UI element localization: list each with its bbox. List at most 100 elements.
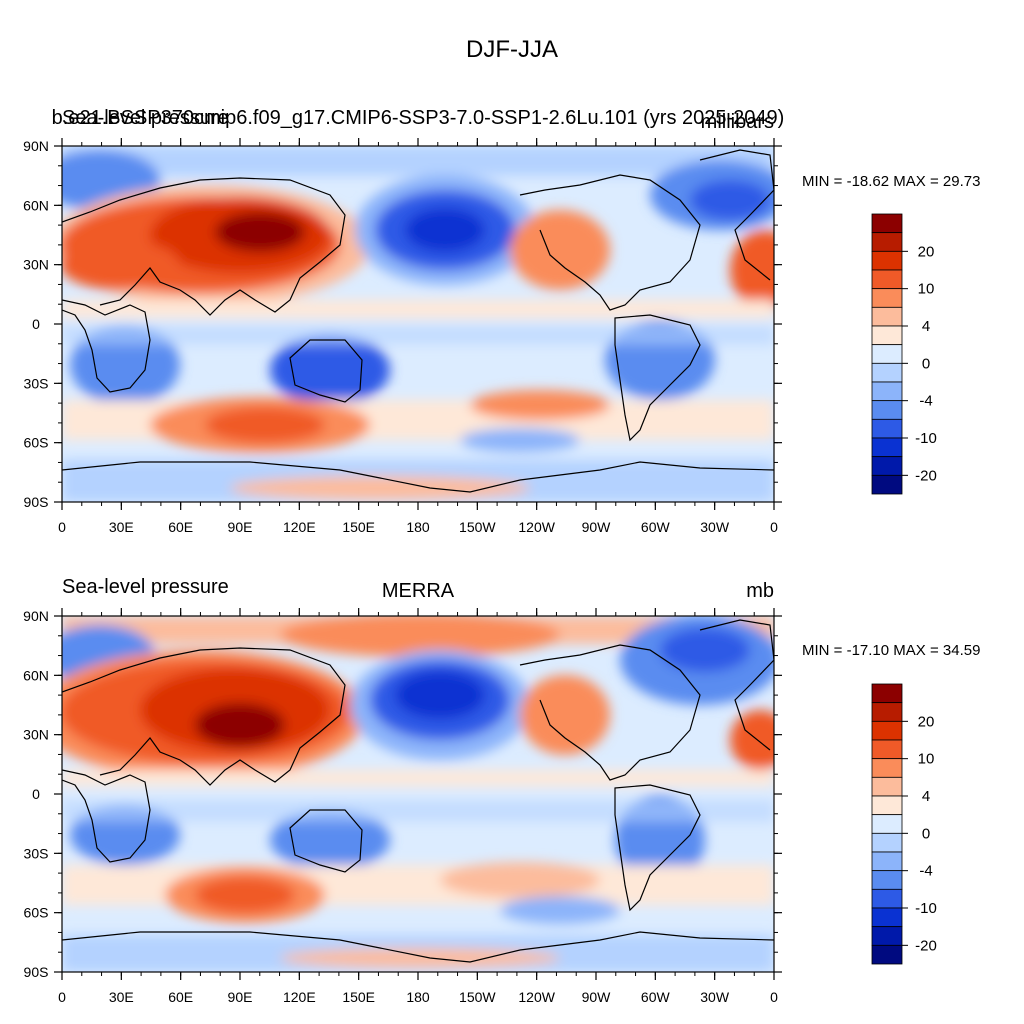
colorbar-swatch bbox=[871, 926, 903, 946]
lon-tick-label: 150E bbox=[342, 519, 375, 535]
panel-2-stats: MIN = -17.10 MAX = 34.59 bbox=[802, 642, 980, 659]
lat-tick-label: 90S bbox=[24, 964, 49, 980]
lon-tick-label: 180 bbox=[406, 989, 430, 1005]
colorbar-label: -20 bbox=[915, 937, 937, 954]
lon-tick-label: 0 bbox=[770, 989, 778, 1005]
panel-2-map bbox=[62, 616, 774, 972]
lon-tick-label: 120W bbox=[518, 519, 555, 535]
lon-tick-label: 0 bbox=[58, 519, 66, 535]
panel-1-right-title: millibars bbox=[701, 111, 774, 133]
lat-tick-label: 30S bbox=[24, 375, 49, 391]
panel-2-lon-ticks: 0 30E 60E 90E 120E 150E 180 150W 120W 90W 60W 30W 0 bbox=[58, 608, 778, 1005]
lon-tick-label: 30E bbox=[109, 519, 134, 535]
colorbar-label: 20 bbox=[918, 713, 935, 730]
colorbar-swatch bbox=[871, 758, 903, 778]
panel-1-lon-ticks: 0 30E 60E 90E 120E 150E 180 150W 120W 90W 60W 30W 0 bbox=[58, 138, 778, 535]
colorbar-swatch bbox=[871, 400, 903, 420]
lat-tick-label: 30S bbox=[24, 845, 49, 861]
colorbar-swatch bbox=[871, 269, 903, 290]
lon-tick-label: 90W bbox=[582, 989, 612, 1005]
panel-1-lat-ticks: 90N 60N 30N 0 30S 60S 90S bbox=[23, 138, 782, 510]
panel-2-left-title: Sea-level pressure bbox=[62, 576, 229, 598]
lon-tick-label: 150E bbox=[342, 989, 375, 1005]
colorbar-label: 0 bbox=[922, 355, 930, 372]
panel-2-coastlines bbox=[62, 619, 774, 963]
colorbar-swatch bbox=[871, 702, 903, 722]
colorbar-swatch bbox=[871, 907, 903, 928]
colorbar-swatch bbox=[871, 870, 903, 890]
panel-2: Sea-level pressure MERRA mb bbox=[23, 576, 980, 1005]
colorbar-swatch bbox=[871, 739, 903, 760]
lon-tick-label: 150W bbox=[459, 989, 496, 1005]
colorbar-swatch bbox=[871, 437, 903, 458]
lat-tick-label: 0 bbox=[32, 316, 40, 332]
lat-tick-label: 60S bbox=[24, 905, 49, 921]
lon-tick-label: 180 bbox=[406, 519, 430, 535]
lon-tick-label: 0 bbox=[770, 519, 778, 535]
lat-tick-label: 60N bbox=[23, 667, 49, 683]
lat-tick-label: 90N bbox=[23, 608, 49, 624]
panel-1: Sea-level pressure b.e21.BSSP370cmip6.f0… bbox=[23, 107, 980, 535]
colorbar-label: -20 bbox=[915, 467, 937, 484]
panel-1-colorbar: 20 10 4 0 -4 -10 -20 bbox=[871, 213, 937, 495]
colorbar-label: 0 bbox=[922, 825, 930, 842]
lat-tick-label: 30N bbox=[23, 257, 49, 273]
panel-1-map bbox=[62, 146, 774, 502]
lon-tick-label: 60W bbox=[641, 519, 671, 535]
lon-tick-label: 60E bbox=[168, 989, 193, 1005]
panel-2-center-title: MERRA bbox=[382, 580, 455, 602]
lon-tick-label: 90E bbox=[228, 519, 253, 535]
colorbar-label: 4 bbox=[922, 788, 930, 805]
colorbar-swatch bbox=[871, 474, 903, 495]
panel-2-colorbar: 20 10 4 0 -4 -10 -20 bbox=[871, 683, 937, 965]
colorbar-label: 4 bbox=[922, 318, 930, 335]
panel-2-lat-ticks: 90N 60N 30N 0 30S 60S 90S bbox=[23, 608, 782, 980]
colorbar-swatch bbox=[871, 362, 903, 383]
lon-tick-label: 60W bbox=[641, 989, 671, 1005]
colorbar-swatch bbox=[871, 213, 903, 234]
colorbar-swatch bbox=[871, 814, 903, 834]
colorbar-swatch bbox=[871, 720, 903, 741]
colorbar-swatch bbox=[871, 776, 903, 797]
colorbar-label: -4 bbox=[919, 863, 932, 880]
colorbar-swatch bbox=[871, 325, 903, 346]
lon-tick-label: 90W bbox=[582, 519, 612, 535]
colorbar-swatch bbox=[871, 418, 903, 439]
panel-1-center-title: b.e21.BSSP370cmip6.f09_g17.CMIP6-SSP3-7.… bbox=[52, 107, 785, 129]
colorbar-swatch bbox=[871, 832, 903, 853]
colorbar-swatch bbox=[871, 306, 903, 327]
lon-tick-label: 120E bbox=[283, 519, 316, 535]
colorbar-swatch bbox=[871, 683, 903, 704]
lon-tick-label: 30E bbox=[109, 989, 134, 1005]
colorbar-swatch bbox=[871, 944, 903, 965]
panel-1-coastlines bbox=[62, 149, 774, 493]
colorbar-swatch bbox=[871, 250, 903, 271]
colorbar-swatch bbox=[871, 344, 903, 364]
colorbar-label: 10 bbox=[918, 281, 935, 298]
lat-tick-label: 30N bbox=[23, 727, 49, 743]
lon-tick-label: 150W bbox=[459, 519, 496, 535]
colorbar-swatch bbox=[871, 851, 903, 872]
colorbar-swatch bbox=[871, 288, 903, 308]
lat-tick-label: 60S bbox=[24, 435, 49, 451]
colorbar-swatch bbox=[871, 795, 903, 816]
colorbar-swatch bbox=[871, 888, 903, 909]
colorbar-label: -10 bbox=[915, 900, 937, 917]
panel-1-stats: MIN = -18.62 MAX = 29.73 bbox=[802, 173, 980, 190]
lon-tick-label: 30W bbox=[700, 519, 730, 535]
panel-1-left-title: Sea-level pressure bbox=[62, 107, 229, 129]
lon-tick-label: 30W bbox=[700, 989, 730, 1005]
lat-tick-label: 0 bbox=[32, 786, 40, 802]
lat-tick-label: 90S bbox=[24, 494, 49, 510]
colorbar-label: -10 bbox=[915, 430, 937, 447]
lon-tick-label: 0 bbox=[58, 989, 66, 1005]
panel-2-right-title: mb bbox=[746, 580, 774, 602]
figure-title: DJF-JJA bbox=[466, 36, 558, 63]
colorbar-label: 10 bbox=[918, 751, 935, 768]
lon-tick-label: 120W bbox=[518, 989, 555, 1005]
lon-tick-label: 90E bbox=[228, 989, 253, 1005]
lon-tick-label: 60E bbox=[168, 519, 193, 535]
colorbar-swatch bbox=[871, 381, 903, 402]
colorbar-label: 20 bbox=[918, 243, 935, 260]
lat-tick-label: 60N bbox=[23, 197, 49, 213]
